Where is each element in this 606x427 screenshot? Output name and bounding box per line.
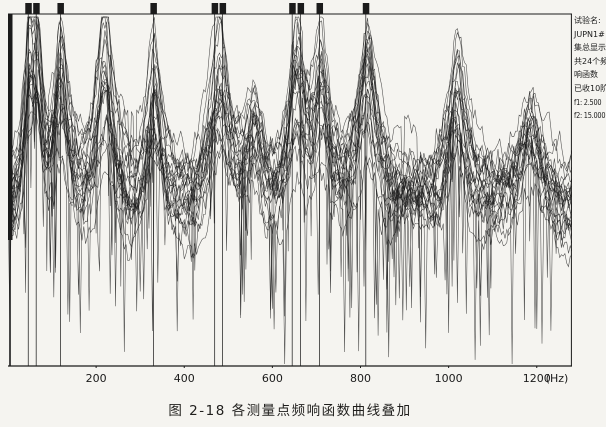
info-panel: 试验名: JUPN1# 集总显示共24个频响函数已收10阶 f1: 2.500 f2: … — [574, 14, 606, 123]
figure-caption: 图 2-18 各测量点频响函数曲线叠加 — [168, 403, 412, 419]
x-tick-label: 1200 — [522, 372, 551, 385]
info-panel-line: 已收10阶 — [574, 83, 606, 93]
x-tick-label: 800 — [350, 372, 371, 385]
info-panel-line: 试验名: — [574, 16, 601, 25]
mode-marker-square — [57, 3, 64, 14]
info-panel-line: 共24个频 — [574, 56, 606, 66]
x-tick-label: 600 — [261, 372, 283, 385]
x-tick-label: 200 — [85, 372, 107, 385]
mode-marker-square — [25, 3, 32, 14]
mode-marker-square — [289, 3, 296, 14]
frf-curves-svg — [8, 3, 572, 368]
x-tick-label: 400 — [173, 372, 195, 385]
mode-marker-square — [33, 3, 40, 14]
info-panel-line: 集总显示 — [574, 43, 606, 53]
mode-marker-square — [362, 3, 370, 14]
info-panel-line: JUPN1# — [574, 29, 605, 39]
mode-marker-square — [150, 3, 157, 14]
info-panel-line: f2: 15.000 — [574, 111, 606, 121]
x-axis-unit-label: (Hz) — [545, 372, 569, 385]
info-panel-line: 响函数 — [574, 70, 598, 80]
mode-marker-square — [316, 3, 324, 14]
mode-marker-square — [211, 3, 219, 14]
frf-plot — [8, 2, 572, 368]
mode-marker-square — [219, 3, 227, 14]
mode-marker-square — [297, 3, 305, 14]
info-panel-line: f1: 2.500 — [574, 97, 602, 107]
x-tick-label: 1000 — [434, 372, 463, 385]
x-axis-tick-labels: 200 400 600 800 1000 1200 (Hz) — [0, 372, 606, 388]
